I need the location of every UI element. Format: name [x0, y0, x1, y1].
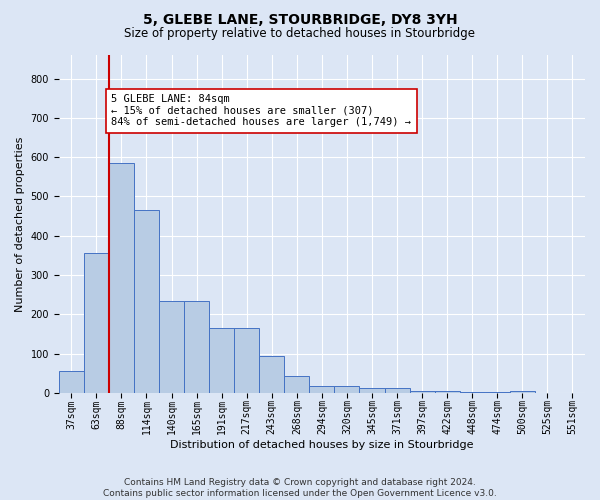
Bar — [334, 386, 359, 393]
Text: Size of property relative to detached houses in Stourbridge: Size of property relative to detached ho… — [125, 28, 476, 40]
Bar — [510, 391, 535, 393]
Bar — [259, 356, 284, 393]
Bar — [159, 300, 184, 393]
Bar — [209, 328, 234, 393]
Text: 5, GLEBE LANE, STOURBRIDGE, DY8 3YH: 5, GLEBE LANE, STOURBRIDGE, DY8 3YH — [143, 12, 457, 26]
Bar — [434, 391, 460, 393]
Bar — [284, 376, 310, 393]
X-axis label: Distribution of detached houses by size in Stourbridge: Distribution of detached houses by size … — [170, 440, 473, 450]
Bar — [134, 210, 159, 393]
Bar — [460, 392, 485, 393]
Bar — [310, 386, 334, 393]
Bar — [359, 388, 385, 393]
Bar — [109, 163, 134, 393]
Text: Contains HM Land Registry data © Crown copyright and database right 2024.
Contai: Contains HM Land Registry data © Crown c… — [103, 478, 497, 498]
Bar — [385, 388, 410, 393]
Text: 5 GLEBE LANE: 84sqm
← 15% of detached houses are smaller (307)
84% of semi-detac: 5 GLEBE LANE: 84sqm ← 15% of detached ho… — [112, 94, 412, 128]
Y-axis label: Number of detached properties: Number of detached properties — [15, 136, 25, 312]
Bar — [485, 392, 510, 393]
Bar — [84, 254, 109, 393]
Bar — [410, 391, 434, 393]
Bar — [234, 328, 259, 393]
Bar — [184, 300, 209, 393]
Bar — [59, 372, 84, 393]
